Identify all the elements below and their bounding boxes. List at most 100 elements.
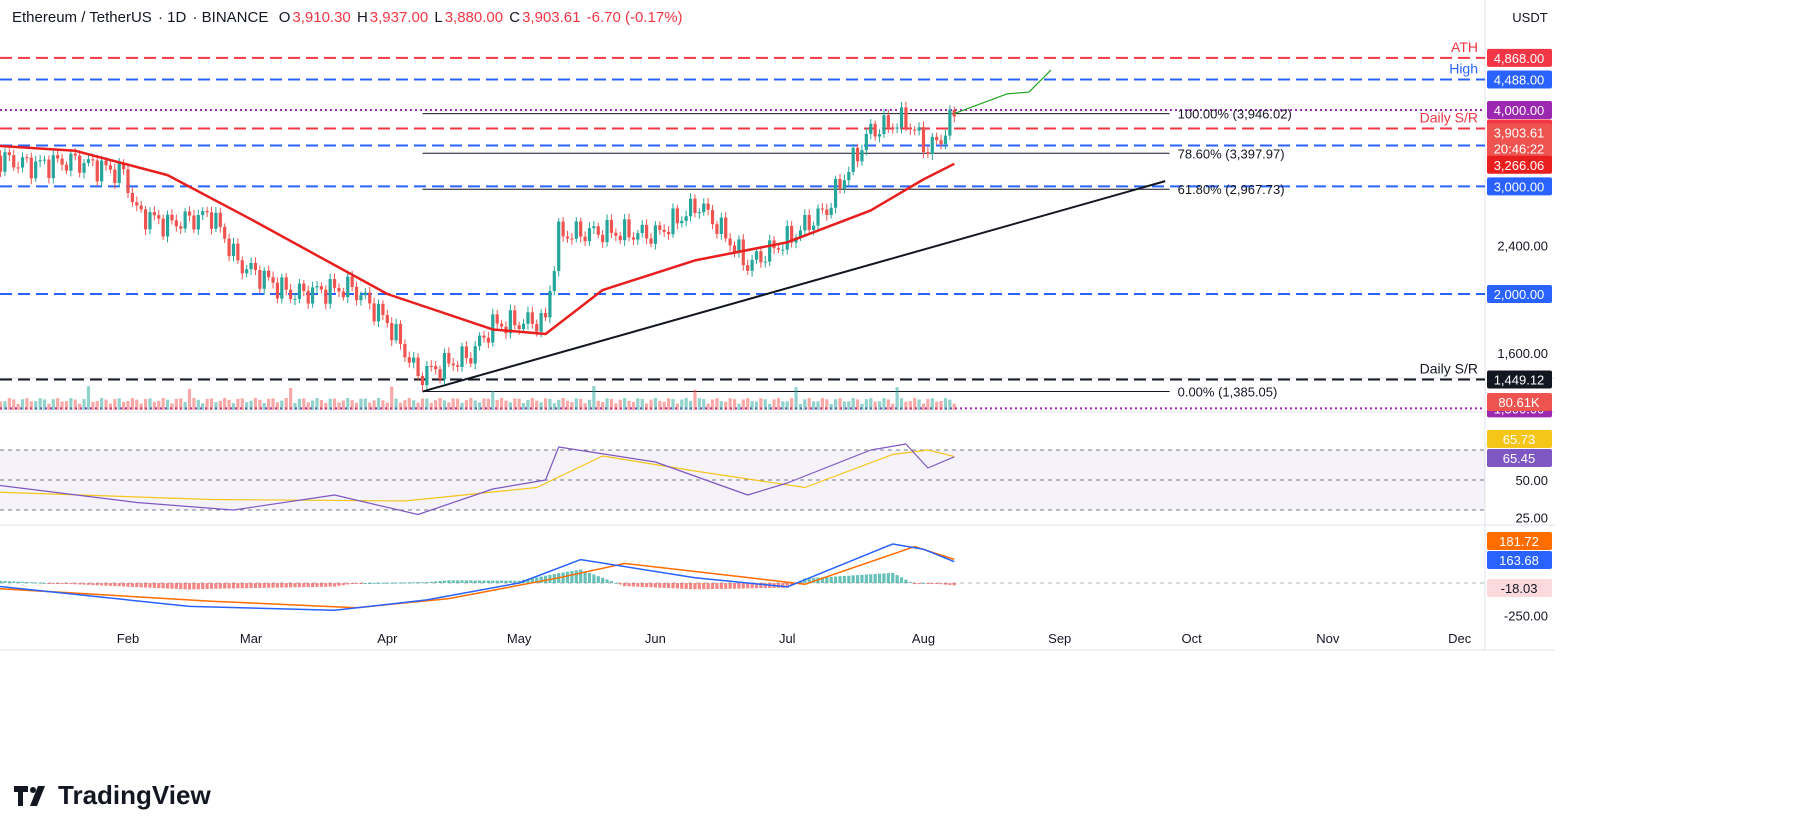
candle-body bbox=[486, 337, 490, 343]
macd-histogram-bar bbox=[20, 581, 25, 583]
macd-histogram-bar bbox=[456, 580, 460, 583]
macd-histogram-bar bbox=[372, 582, 376, 584]
volume-bar bbox=[921, 403, 926, 410]
macd-histogram-bar bbox=[332, 583, 337, 587]
symbol-name[interactable]: Ethereum / TetherUS bbox=[12, 9, 152, 26]
candle-body bbox=[697, 212, 701, 214]
candle-body bbox=[346, 276, 350, 298]
volume-bar bbox=[390, 386, 394, 410]
macd-histogram-bar bbox=[227, 583, 231, 589]
volume-bar bbox=[416, 402, 420, 410]
rsi-axis-tick: 25.00 bbox=[1515, 511, 1548, 526]
volume-bar bbox=[25, 398, 29, 410]
volume-last-badge: 80.61K bbox=[1498, 395, 1540, 410]
macd-histogram-bar bbox=[750, 583, 754, 589]
volume-bar bbox=[139, 403, 143, 410]
candle-body bbox=[596, 226, 600, 235]
volume-bar bbox=[319, 400, 323, 410]
volume-bar bbox=[306, 402, 310, 410]
candle-body bbox=[601, 234, 605, 243]
candle-body bbox=[948, 109, 952, 136]
candle-body bbox=[245, 269, 249, 274]
macd-histogram-bar bbox=[280, 583, 284, 588]
exchange-label: BINANCE bbox=[201, 9, 269, 26]
candle-body bbox=[759, 251, 763, 263]
macd-histogram-bar bbox=[258, 583, 262, 588]
volume-bar bbox=[236, 398, 240, 410]
candle-body bbox=[34, 161, 38, 179]
volume-bar bbox=[12, 399, 16, 410]
macd-histogram-bar bbox=[187, 583, 192, 590]
volume-bar bbox=[196, 399, 200, 410]
macd-histogram-bar bbox=[284, 583, 288, 588]
volume-bar bbox=[403, 400, 407, 410]
macd-histogram-bar bbox=[416, 582, 420, 584]
macd-histogram-bar bbox=[152, 583, 156, 588]
candle-body bbox=[328, 279, 332, 304]
tradingview-logo[interactable]: TradingView bbox=[14, 780, 211, 811]
volume-bar bbox=[649, 399, 653, 410]
x-axis-tick-label: Jun bbox=[645, 631, 666, 646]
macd-histogram-bar bbox=[565, 571, 570, 583]
volume-bar bbox=[363, 398, 367, 410]
volume-bar bbox=[557, 399, 561, 410]
volume-bar bbox=[372, 400, 376, 410]
candle-body bbox=[732, 245, 737, 253]
volume-bar bbox=[245, 402, 249, 410]
macd-histogram-bar bbox=[614, 582, 618, 584]
candle-body bbox=[715, 224, 719, 234]
candle-body bbox=[407, 357, 411, 363]
volume-bar bbox=[170, 403, 174, 410]
candle-body bbox=[240, 260, 244, 274]
macd-histogram-bar bbox=[403, 582, 407, 584]
macd-histogram-bar bbox=[623, 583, 627, 587]
macd-histogram-bar bbox=[240, 583, 244, 589]
x-axis-tick-label: Nov bbox=[1316, 631, 1340, 646]
volume-bar bbox=[768, 403, 772, 410]
candle-body bbox=[570, 238, 574, 240]
volume-bar bbox=[359, 398, 363, 410]
currency-label: USDT bbox=[1512, 10, 1547, 25]
macd-histogram-bar bbox=[205, 583, 209, 589]
candle-body bbox=[631, 237, 636, 240]
macd-histogram-bar bbox=[702, 583, 706, 590]
candle-body bbox=[64, 164, 69, 171]
x-axis-tick-label: Dec bbox=[1448, 631, 1472, 646]
candle-body bbox=[91, 159, 95, 161]
candle-body bbox=[398, 323, 403, 344]
macd-histogram-bar bbox=[891, 572, 895, 583]
candle-body bbox=[688, 198, 693, 217]
macd-histogram-bar bbox=[671, 583, 675, 589]
candle-body bbox=[126, 169, 130, 194]
volume-bar bbox=[754, 401, 759, 410]
volume-bar bbox=[838, 398, 842, 410]
volume-bar bbox=[73, 399, 77, 410]
candle-body bbox=[513, 310, 517, 326]
candle-body bbox=[174, 220, 178, 227]
candle-body bbox=[658, 225, 662, 230]
macd-histogram-bar bbox=[86, 583, 91, 585]
interval-label[interactable]: 1D bbox=[167, 9, 187, 26]
candle-body bbox=[117, 163, 121, 184]
volume-bar bbox=[350, 400, 354, 410]
high-value: 3,937.00 bbox=[369, 9, 429, 26]
volume-bar bbox=[293, 402, 297, 410]
macd-histogram-bar bbox=[104, 583, 108, 586]
candle-body bbox=[280, 277, 284, 299]
price-level-badge-bg bbox=[1487, 177, 1552, 196]
volume-bar bbox=[763, 399, 767, 410]
candle-body bbox=[781, 249, 785, 251]
macd-histogram-bar bbox=[368, 582, 372, 584]
volume-bar bbox=[478, 402, 482, 410]
rsi-ma-line bbox=[0, 449, 955, 502]
volume-bar bbox=[943, 398, 948, 410]
macd-histogram-bar bbox=[34, 582, 38, 584]
macd-histogram-bar bbox=[113, 583, 117, 587]
volume-bar bbox=[561, 398, 565, 410]
candle-body bbox=[754, 251, 759, 260]
volume-bar bbox=[820, 398, 825, 410]
volume-bar bbox=[618, 399, 622, 410]
macd-histogram-bar bbox=[688, 583, 693, 590]
symbol-header[interactable]: Ethereum / TetherUS · 1D · BINANCE O 3,91… bbox=[12, 9, 683, 26]
